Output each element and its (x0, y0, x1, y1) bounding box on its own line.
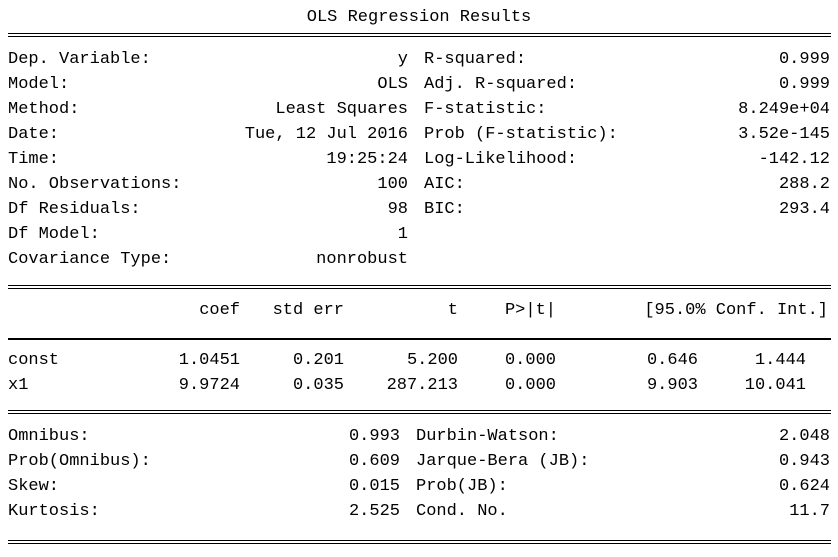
coef-row-x1: x1 9.9724 0.035 287.213 0.000 9.903 10.0… (8, 373, 830, 398)
divider-coef-top (8, 285, 831, 289)
info-row: Date: Tue, 12 Jul 2016 Prob (F-statistic)… (8, 122, 830, 147)
stat-label: BIC: (424, 200, 465, 219)
stat-value: 0.609 (348, 452, 400, 471)
stat-label: No. Observations: (8, 175, 182, 194)
stat-label: Skew: (8, 477, 60, 496)
stat-value: 98 (387, 200, 408, 219)
stat-label: Prob(JB): (416, 477, 508, 496)
stat-label: Covariance Type: (8, 250, 172, 269)
stat-label: Df Model: (8, 225, 100, 244)
stat-value: 0.624 (778, 477, 830, 496)
col-header-conf-int: [95.0% Conf. Int.] (644, 301, 828, 320)
col-header-t: t (447, 301, 458, 320)
conf-int-low: 9.903 (646, 376, 698, 395)
divider-bottom (8, 540, 831, 544)
info-row: Dep. Variable: y R-squared: 0.999 (8, 47, 830, 72)
stat-label: Prob(Omnibus): (8, 452, 151, 471)
stat-label: Time: (8, 150, 60, 169)
diag-row: Omnibus: 0.993 Durbin-Watson: 2.048 (8, 424, 830, 449)
stat-label: AIC: (424, 175, 465, 194)
stat-label: Dep. Variable: (8, 50, 151, 69)
stat-value: 0.943 (778, 452, 830, 471)
p-value: 0.000 (504, 376, 556, 395)
info-row: Method: Least Squares F-statistic: 8.249e+… (8, 97, 830, 122)
stat-value: 0.999 (778, 75, 830, 94)
std-err-value: 0.201 (292, 351, 344, 370)
info-row: Df Residuals: 98 BIC: 293.4 (8, 197, 830, 222)
coef-value: 1.0451 (178, 351, 240, 370)
col-header-coef: coef (199, 301, 240, 320)
coef-row-const: const 1.0451 0.201 5.200 0.000 0.646 1.4… (8, 348, 830, 373)
diag-row: Prob(Omnibus): 0.609 Jarque-Bera (JB): 0.9… (8, 449, 830, 474)
stat-label: Omnibus: (8, 427, 90, 446)
stat-value: -142.12 (758, 150, 830, 169)
stat-value: 3.52e-145 (738, 125, 830, 144)
stat-label: F-statistic: (424, 100, 547, 119)
stat-label: Prob (F-statistic): (424, 125, 618, 144)
stat-value: 0.999 (778, 50, 830, 69)
coef-name: x1 (8, 376, 29, 395)
info-row: No. Observations: 100 AIC: 288.2 (8, 172, 830, 197)
stat-label: R-squared: (424, 50, 527, 69)
info-row: Df Model: 1 (8, 222, 830, 247)
report-title: OLS Regression Results (306, 8, 532, 27)
stat-label: Jarque-Bera (JB): (416, 452, 590, 471)
diagnostics-section: Omnibus: 0.993 Durbin-Watson: 2.048 Prob(O… (0, 414, 838, 524)
coef-table-body: const 1.0451 0.201 5.200 0.000 0.646 1.4… (8, 348, 830, 398)
stat-value: 0.015 (348, 477, 400, 496)
stat-value: 288.2 (778, 175, 830, 194)
conf-int-high: 1.444 (754, 351, 806, 370)
t-value: 287.213 (386, 376, 458, 395)
divider-title (8, 33, 831, 37)
stat-label: Adj. R-squared: (424, 75, 578, 94)
stat-value: 19:25:24 (326, 150, 408, 169)
stat-label: Cond. No. (416, 502, 508, 521)
stat-label: Date: (8, 125, 60, 144)
stat-label: Kurtosis: (8, 502, 100, 521)
info-row: Time: 19:25:24 Log-Likelihood: -142.12 (8, 147, 830, 172)
diag-row: Skew: 0.015 Prob(JB): 0.624 (8, 474, 830, 499)
conf-int-low: 0.646 (646, 351, 698, 370)
stat-value: 293.4 (778, 200, 830, 219)
stat-value: 100 (377, 175, 408, 194)
stat-value: 1 (397, 225, 408, 244)
diag-row: Kurtosis: 2.525 Cond. No. 11.7 (8, 499, 830, 524)
divider-coef-header (8, 338, 831, 340)
stat-value: Tue, 12 Jul 2016 (244, 125, 408, 144)
col-header-std-err: std err (272, 301, 344, 320)
stat-label: Df Residuals: (8, 200, 141, 219)
stat-label: Durbin-Watson: (416, 427, 559, 446)
p-value: 0.000 (504, 351, 556, 370)
col-header-p: P>|t| (504, 301, 556, 320)
coef-name: const (8, 351, 60, 370)
stat-value: y (397, 50, 408, 69)
model-info-section: Dep. Variable: y R-squared: 0.999 Model: OL… (0, 37, 838, 272)
stat-value: nonrobust (316, 250, 408, 269)
stat-value: 11.7 (789, 502, 830, 521)
stat-value: 2.048 (778, 427, 830, 446)
stat-value: 0.993 (348, 427, 400, 446)
stat-value: OLS (377, 75, 408, 94)
conf-int-high: 10.041 (744, 376, 806, 395)
divider-diagnostics-top (8, 410, 831, 414)
stat-value: 2.525 (348, 502, 400, 521)
std-err-value: 0.035 (292, 376, 344, 395)
stat-label: Method: (8, 100, 80, 119)
stat-value: Least Squares (275, 100, 408, 119)
stat-label: Model: (8, 75, 70, 94)
stat-value: 8.249e+04 (738, 100, 830, 119)
coef-table-header: coef std err t P>|t| [95.0% Conf. Int.] (8, 299, 830, 323)
info-row: Covariance Type: nonrobust (8, 247, 830, 272)
info-row: Model: OLS Adj. R-squared: 0.999 (8, 72, 830, 97)
t-value: 5.200 (406, 351, 458, 370)
coef-value: 9.9724 (178, 376, 240, 395)
stat-label: Log-Likelihood: (424, 150, 578, 169)
